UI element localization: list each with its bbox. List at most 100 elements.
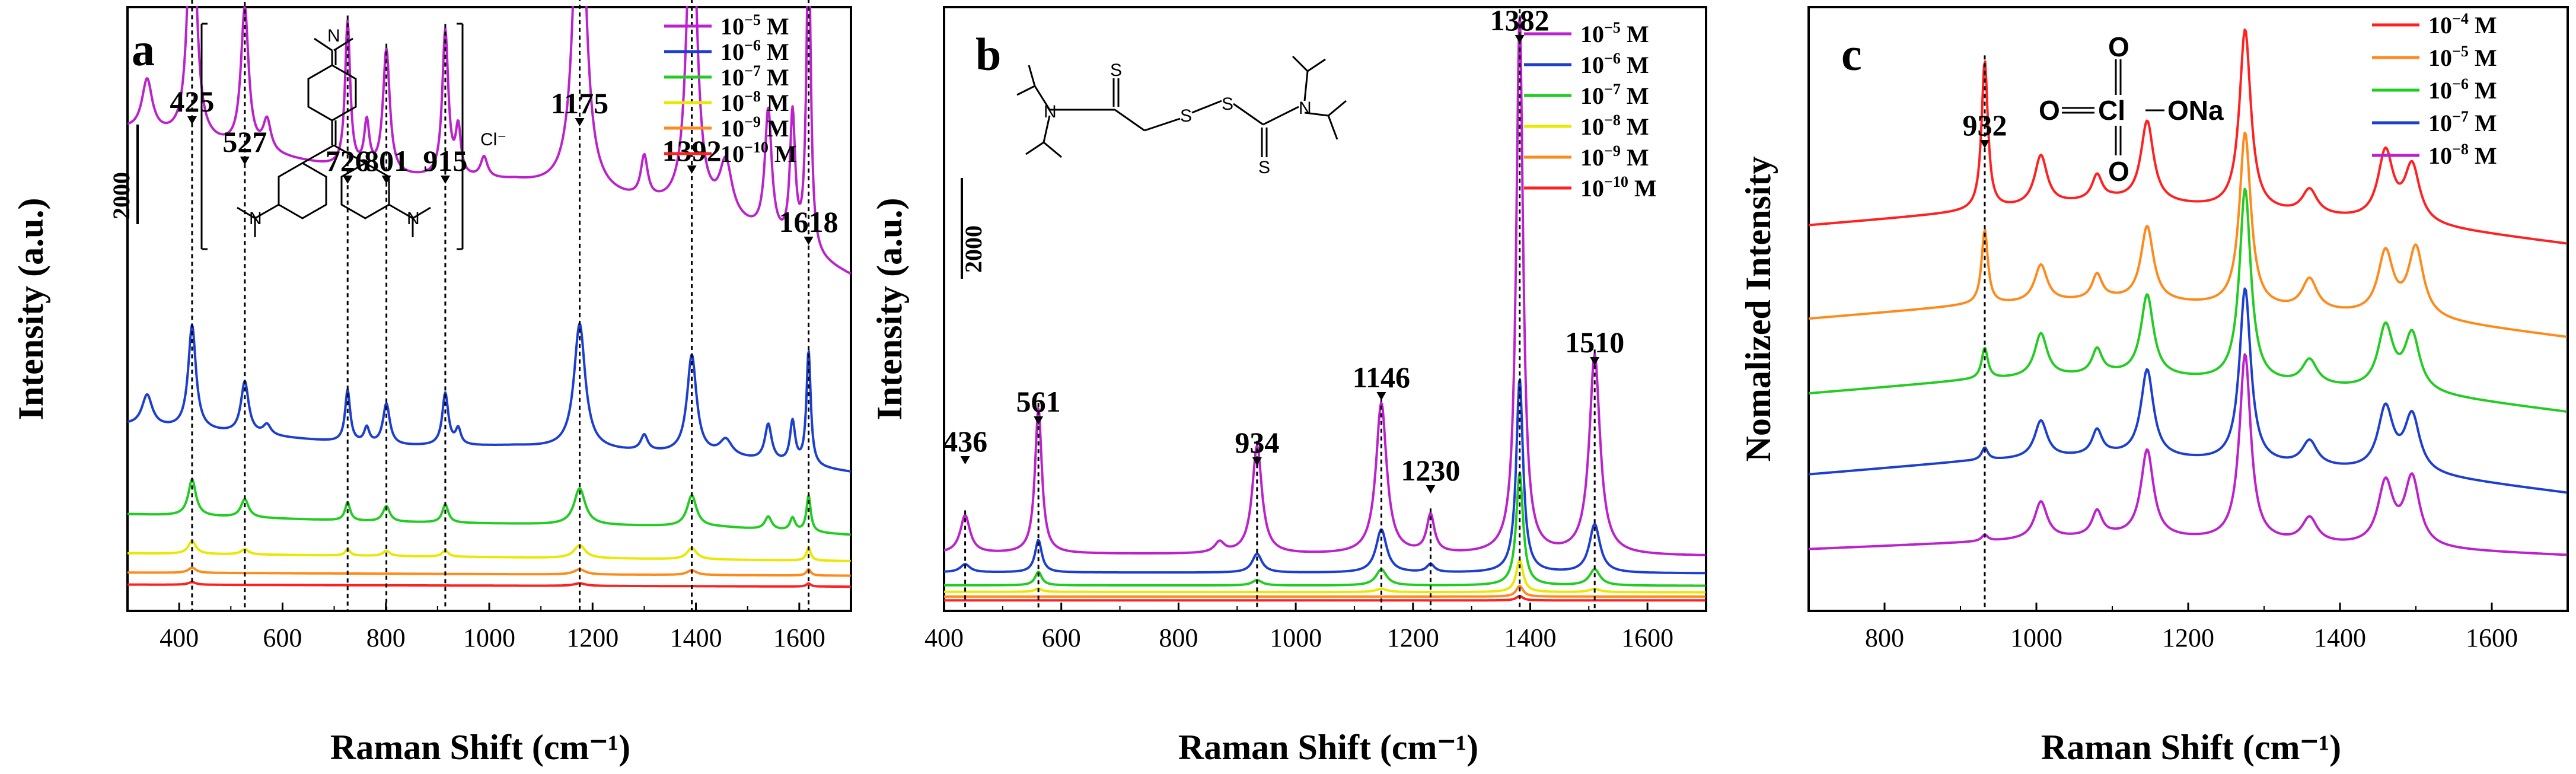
peak-label: 561 — [1016, 385, 1061, 418]
legend-label: 10−5 M — [1580, 19, 1649, 47]
x-tick-label: 600 — [263, 623, 302, 652]
series-line — [127, 478, 851, 536]
structure-atom-n-left: N — [1044, 102, 1057, 122]
panel-a-scale-bar: 2000 — [108, 125, 139, 224]
legend-entry: 10−9 M — [1524, 142, 1649, 171]
molecule-cl: Cl — [2098, 95, 2125, 126]
legend-entry: 10−7 M — [664, 62, 789, 91]
legend-label: 10−6 M — [1580, 50, 1649, 78]
panel-b-label: b — [975, 28, 1001, 80]
peak-marker-arrow — [687, 165, 697, 174]
sodium-perchlorate-structure — [2062, 59, 2164, 155]
panel-b-plot: 436 561 934 1146 1230 1382 1510 400 600 800 1000 12… — [924, 4, 1707, 652]
structure-atom-s4: S — [1258, 158, 1270, 177]
counter-ion: Cl⁻ — [480, 130, 506, 149]
peak-marker-arrow — [1979, 140, 1990, 148]
peak-marker-arrow — [343, 176, 353, 184]
x-tick-label: 1200 — [1387, 623, 1439, 652]
panel-a-xlabel: Raman Shift (cm⁻¹) — [330, 728, 630, 767]
peak-marker-arrow — [240, 157, 250, 165]
series-line — [944, 559, 1706, 594]
legend-entry: 10−5 M — [2372, 43, 2497, 71]
x-tick-label: 1000 — [463, 623, 515, 652]
series-line — [1809, 353, 2567, 556]
structure-atom-s2: S — [1180, 106, 1192, 126]
x-tick-label: 1000 — [1270, 623, 1322, 652]
series-group — [127, 6, 851, 588]
legend-label: 10−8 M — [1580, 112, 1649, 140]
x-tick-label: 400 — [924, 623, 964, 652]
x-tick-label: 1400 — [670, 623, 722, 652]
legend-label: 10−5 M — [2428, 43, 2497, 71]
x-tick-label: 1000 — [2010, 623, 2062, 652]
legend-label: 10−7 M — [2428, 108, 2497, 136]
x-tick-label: 1600 — [1621, 623, 1673, 652]
x-tick-label: 1600 — [2466, 623, 2518, 652]
peak-label: 1392 — [662, 134, 722, 167]
peak-marker-arrow — [187, 116, 197, 125]
legend-entry: 10−5 M — [664, 11, 789, 40]
panel-c-xlabel: Raman Shift (cm⁻¹) — [2041, 728, 2341, 767]
legend-entry: 10−7 M — [1524, 81, 1649, 109]
peak-marker-arrow — [1515, 35, 1525, 43]
legend-label: 10−4 M — [2428, 10, 2497, 39]
series-line — [1809, 187, 2568, 413]
peak-marker-arrow — [804, 237, 814, 245]
x-tick-label: 600 — [1042, 623, 1081, 652]
panel-c-legend: 10−4 M 10−5 M 10−6 M 10−7 M 10−8 M — [2372, 10, 2497, 169]
panel-b-frame — [943, 6, 1707, 612]
legend-label: 10−10 M — [720, 139, 797, 167]
peak-label: 1382 — [1490, 4, 1550, 37]
legend-entry: 10−4 M — [2372, 10, 2497, 39]
series-line — [127, 323, 851, 473]
x-tick-label: 1200 — [2162, 623, 2214, 652]
legend-label: 10−9 M — [720, 113, 789, 142]
panel-a-legend: 10−5 M10−6 M10−7 M10−8 M10−9 M10−10 M — [664, 11, 797, 167]
legend-label: 10−7 M — [1580, 81, 1649, 109]
legend-entry: 10−6 M — [2372, 75, 2497, 104]
panel-b-scale-bar: 2000 — [960, 178, 987, 279]
legend-label: 10−6 M — [720, 37, 789, 65]
series-line — [127, 6, 851, 275]
peak-marker-arrow — [440, 176, 450, 184]
structure-atom-n-right: N — [1299, 98, 1312, 118]
molecule-o-bottom: O — [2108, 156, 2129, 187]
series-group — [944, 15, 1706, 602]
series-line — [127, 540, 851, 562]
molecule-o-top: O — [2108, 31, 2129, 62]
legend-entry: 10−7 M — [2372, 108, 2497, 136]
panel-b-xlabel: Raman Shift (cm⁻¹) — [1178, 728, 1478, 767]
crystal-violet-structure — [200, 23, 464, 250]
panel-c-label: c — [1841, 28, 1862, 80]
molecule-ona: ONa — [2167, 95, 2224, 126]
series-line — [944, 595, 1706, 602]
peak-label: 801 — [364, 144, 409, 177]
peak-label: 1618 — [779, 205, 839, 238]
legend-label: 10−8 M — [720, 88, 789, 116]
peak-label: 1510 — [1565, 326, 1624, 359]
peak-label: 425 — [170, 85, 214, 118]
legend-label: 10−7 M — [720, 62, 789, 91]
x-tick-label: 1400 — [2314, 623, 2366, 652]
panel-c-ylabel: Nomalized Intensity — [1739, 157, 1778, 462]
peak-marker-arrow — [1034, 416, 1044, 425]
disulfide-structure — [1016, 55, 1347, 158]
panel-b-ylabel: Intensity (a.u.) — [870, 198, 909, 420]
panel-a-scale-label: 2000 — [108, 172, 135, 219]
series-line — [944, 472, 1706, 587]
legend-entry: 10−6 M — [664, 37, 789, 65]
x-tick-label: 1600 — [773, 623, 825, 652]
legend-label: 10−10 M — [1580, 173, 1657, 202]
molecule-o-left: O — [2039, 95, 2060, 126]
x-tick-label: 1400 — [1504, 623, 1556, 652]
panel-b: 436 561 934 1146 1230 1382 1510 400 600 800 1000 12… — [924, 4, 1707, 652]
legend-entry: 10−8 M — [2372, 141, 2497, 169]
x-tick-label: 800 — [1159, 623, 1198, 652]
panel-b-scale-label: 2000 — [960, 225, 987, 273]
peak-label: 915 — [423, 144, 467, 177]
legend-entry: 10−5 M — [1524, 19, 1649, 47]
peak-marker-arrow — [960, 456, 970, 464]
series-line — [944, 15, 1706, 556]
